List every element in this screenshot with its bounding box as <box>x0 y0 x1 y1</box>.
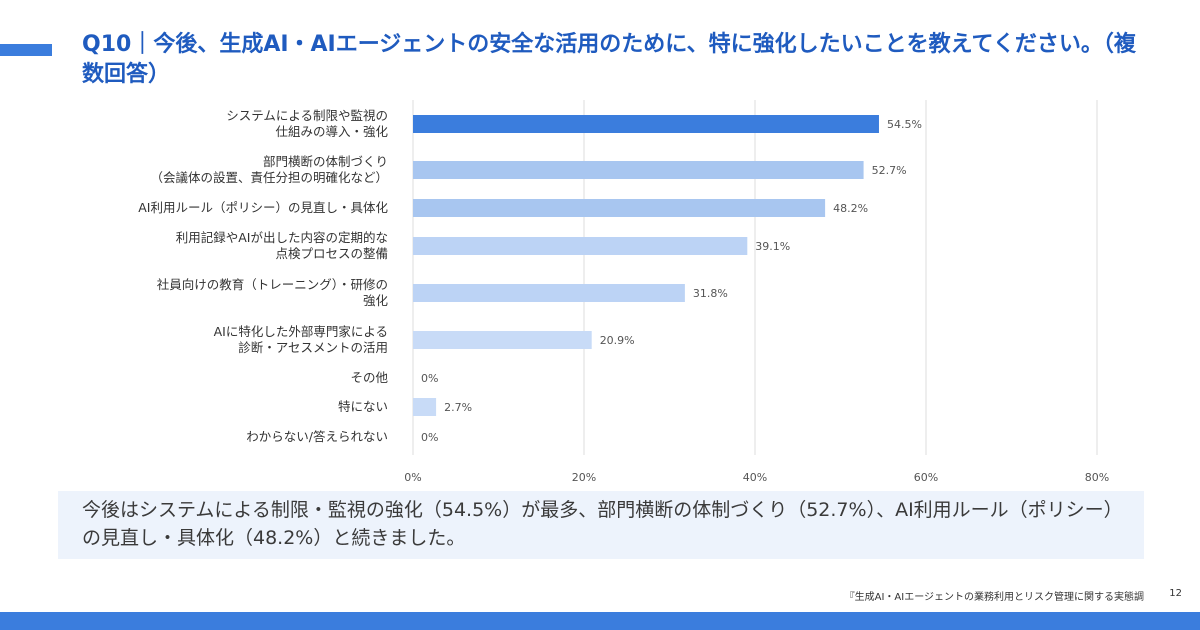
source-note: 『生成AI・AIエージェントの業務利用とリスク管理に関する実態調 <box>844 592 1144 603</box>
summary-text: 今後はシステムによる制限・監視の強化（54.5%）が最多、部門横断の体制づくり（… <box>82 499 1114 549</box>
x-tick-label: 80% <box>1085 471 1109 484</box>
bar <box>413 237 748 255</box>
category-label: AI利用ルール（ポリシー）の見直し・具体化 <box>138 200 388 215</box>
data-label: 52.7% <box>872 164 907 177</box>
bar <box>413 398 437 416</box>
data-label: 0% <box>421 431 438 444</box>
data-label: 20.9% <box>600 334 635 347</box>
category-label: 利用記録やAIが出した内容の定期的な <box>176 230 388 245</box>
summary-box: 今後はシステムによる制限・監視の強化（54.5%）が最多、部門横断の体制づくり（… <box>58 491 1144 559</box>
page-title: Q10｜今後、生成AI・AIエージェントの安全な活用のために、特に強化したいこと… <box>82 32 1136 87</box>
bar <box>413 161 864 179</box>
bar-chart: 0% 20% 40% 60% 80% 54.5% システムによる制限や監視の仕組みの導入・強… <box>138 100 1109 484</box>
category-label: 社員向けの教育（トレーニング）・研修の <box>157 277 388 292</box>
category-label: 部門横断の体制づくり <box>263 154 388 169</box>
category-label: 強化 <box>363 293 389 308</box>
page-number: 12 <box>1169 588 1182 599</box>
data-label: 0% <box>421 372 438 385</box>
bar <box>413 284 685 302</box>
bottom-bar <box>0 612 1200 630</box>
x-tick-label: 0% <box>404 471 421 484</box>
category-label: わからない/答えられない <box>246 429 388 444</box>
data-label: 31.8% <box>693 287 728 300</box>
x-tick-label: 20% <box>572 471 596 484</box>
category-label: AIに特化した外部専門家による <box>214 324 388 339</box>
category-label: 診断・アセスメントの活用 <box>238 340 388 355</box>
x-tick-label: 60% <box>914 471 938 484</box>
bar <box>413 115 879 133</box>
category-label: （会議体の設置、責任分担の明確化など） <box>150 170 388 185</box>
category-label: 特にない <box>338 399 388 414</box>
category-label: 点検プロセスの整備 <box>275 246 388 261</box>
x-tick-label: 40% <box>743 471 767 484</box>
category-label: システムによる制限や監視の <box>226 108 388 123</box>
data-label: 54.5% <box>887 118 922 131</box>
data-label: 48.2% <box>833 202 868 215</box>
bar <box>413 331 592 349</box>
bar <box>413 199 826 217</box>
category-label: その他 <box>350 370 388 385</box>
accent-bar <box>0 44 52 56</box>
data-label: 39.1% <box>755 240 790 253</box>
data-label: 2.7% <box>444 401 472 414</box>
category-label: 仕組みの導入・強化 <box>275 124 388 139</box>
